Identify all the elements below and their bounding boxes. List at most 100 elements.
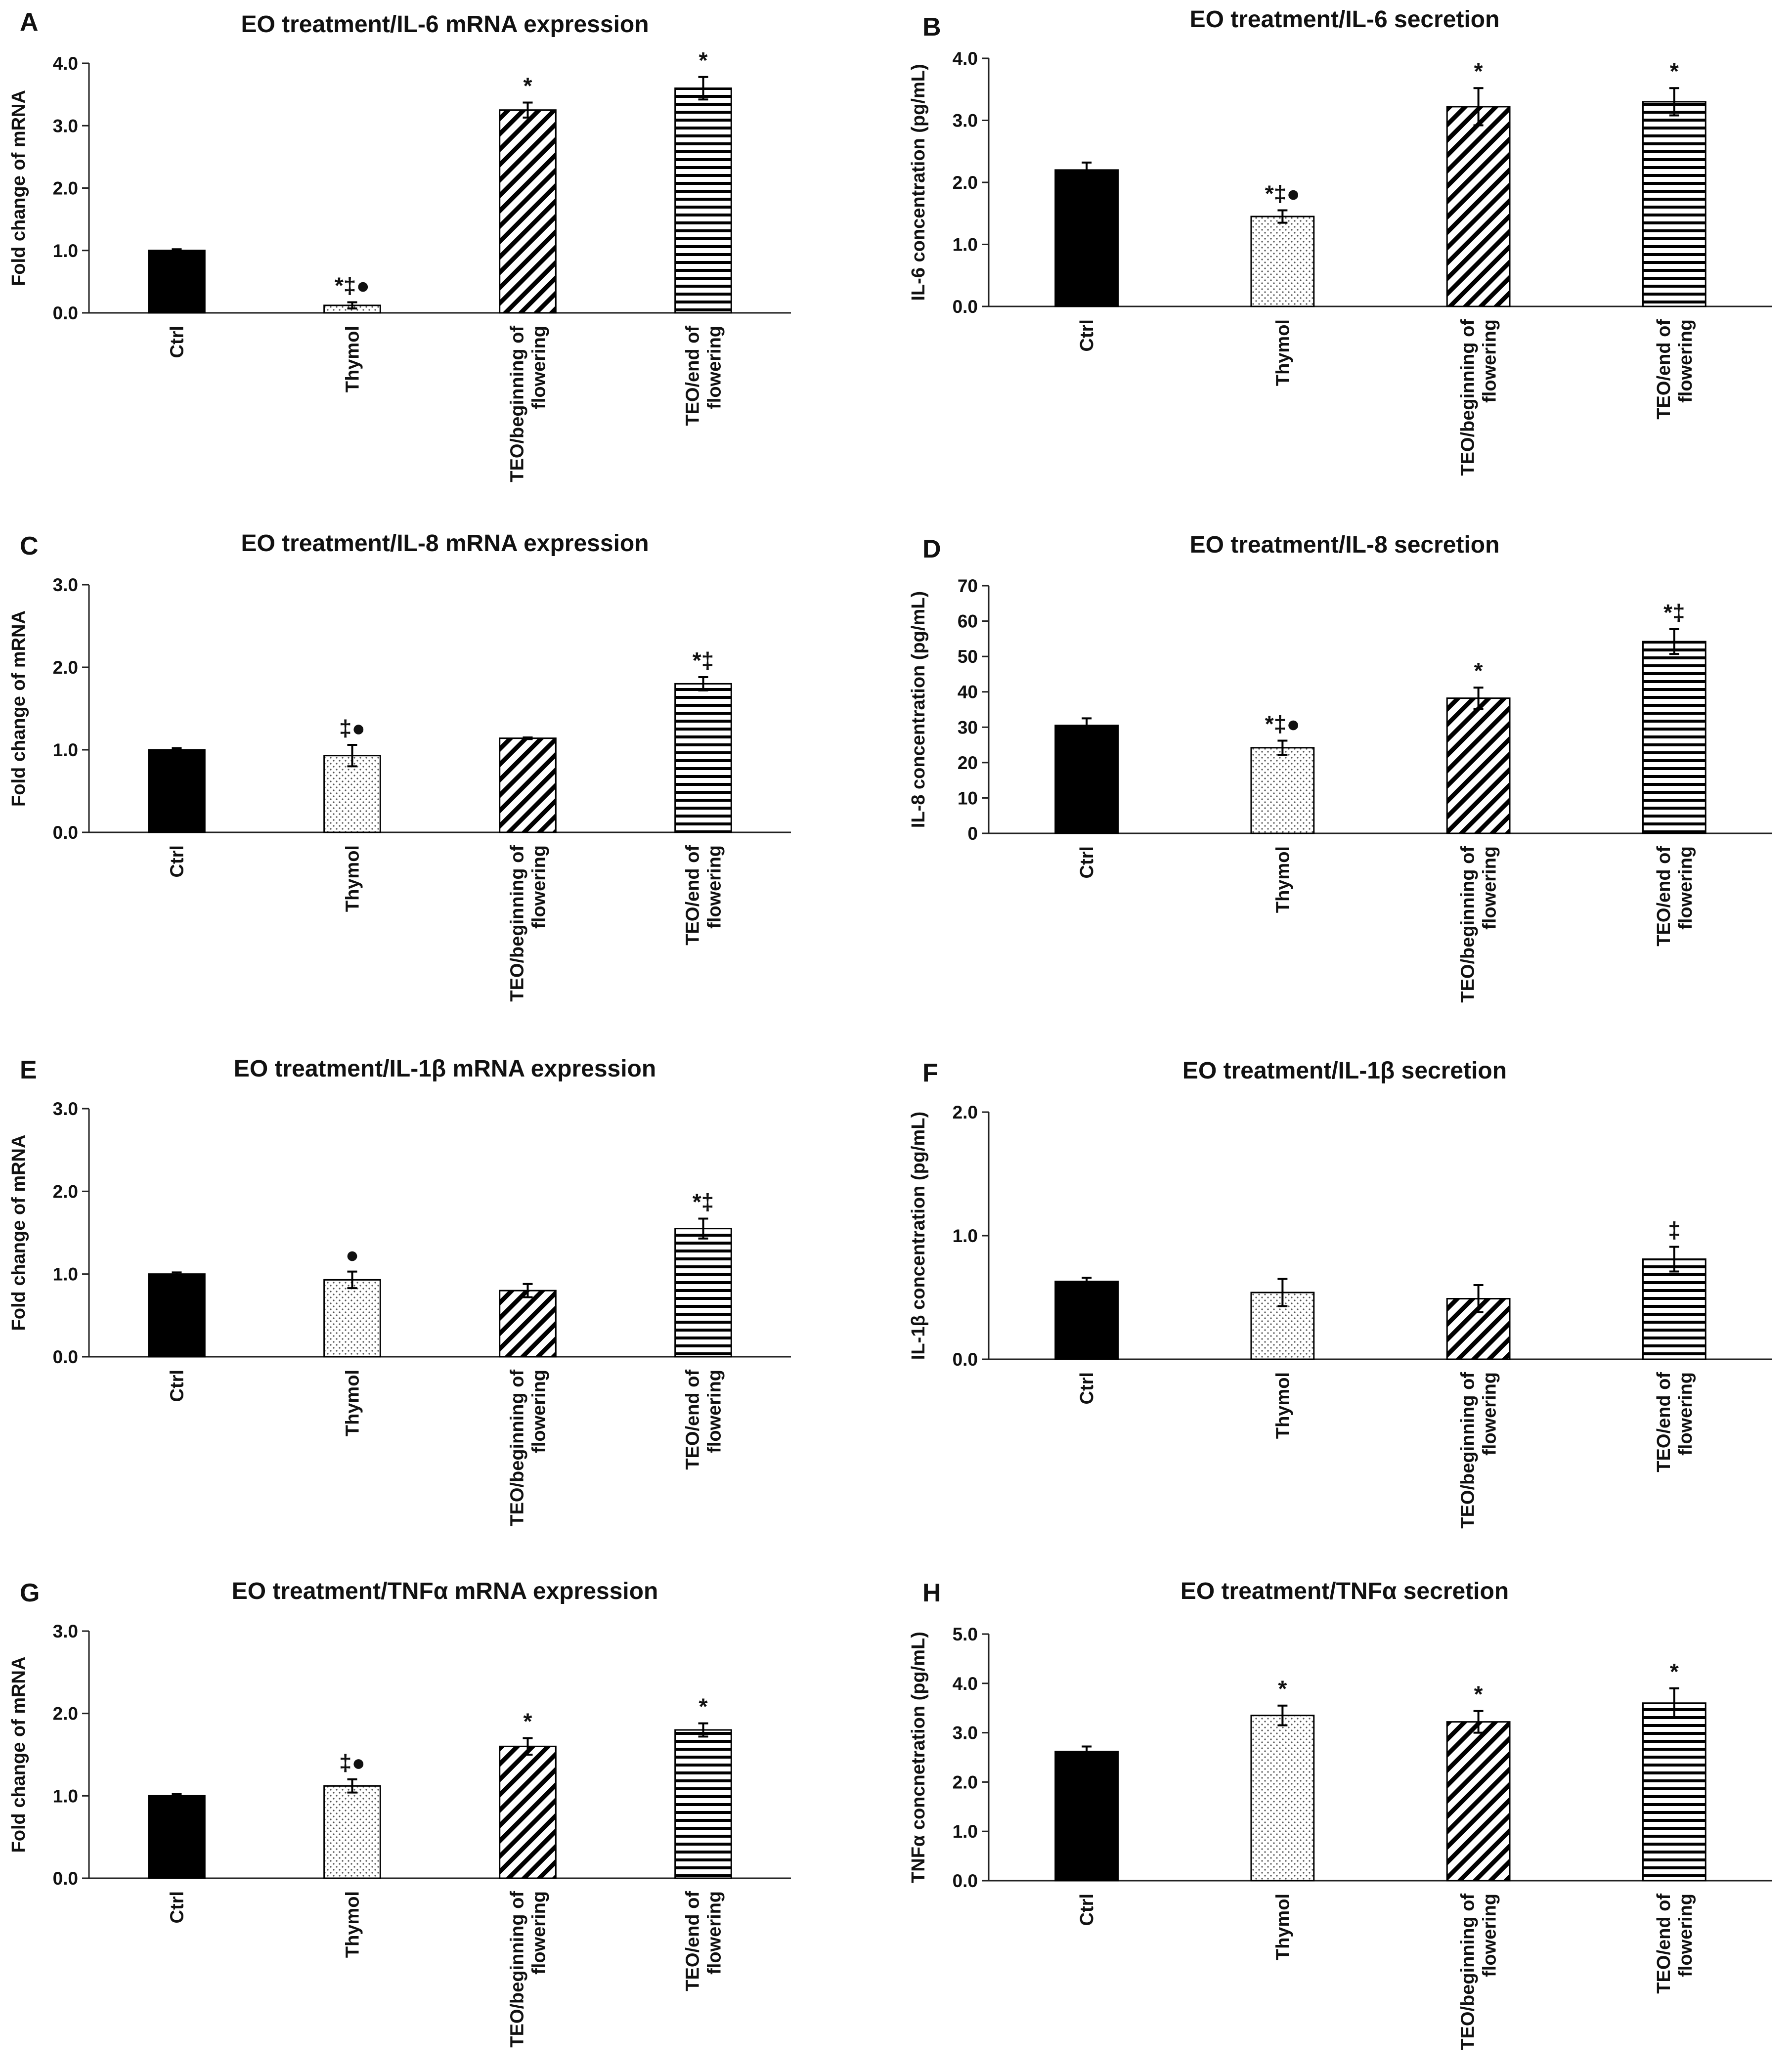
- significance-label: *: [1474, 658, 1483, 684]
- x-tick-label: Ctrl: [167, 326, 188, 358]
- bar: [323, 1785, 381, 1879]
- x-tick-label-line: Thymol: [343, 845, 363, 912]
- x-tick-label-line: flowering: [529, 326, 550, 409]
- panel-c: C EO treatment/IL-8 mRNA expression Fold c…: [8, 530, 791, 1002]
- significance-label: *‡●: [1265, 180, 1300, 206]
- x-tick-label: Ctrl: [167, 1891, 188, 1923]
- chart-title: EO treatment/IL-8 mRNA expression: [241, 530, 649, 557]
- x-tick-label-line: flowering: [529, 845, 550, 929]
- significance-label: ‡●: [339, 715, 365, 741]
- x-tick-label-line: flowering: [1480, 319, 1500, 403]
- y-tick-label: 4.0: [953, 48, 978, 69]
- y-tick-label: 1.0: [953, 1226, 978, 1246]
- bar: [148, 1795, 206, 1879]
- x-tick-label-line: flowering: [1480, 1894, 1500, 1977]
- x-tick-label-line: flowering: [1675, 1894, 1696, 1977]
- bar: [1642, 101, 1706, 307]
- panels-layer: A EO treatment/IL-6 mRNA expression Fold c…: [8, 6, 1772, 2050]
- bar: [1054, 169, 1119, 307]
- panel-e: E EO treatment/IL-1β mRNA expression Fold …: [8, 1056, 791, 1526]
- y-tick-label: 0: [967, 823, 978, 844]
- y-axis-label: IL-6 concentration (pg/mL): [908, 64, 929, 301]
- x-tick-label-line: TEO/end of: [1654, 319, 1674, 420]
- x-tick-label-line: Thymol: [1272, 846, 1293, 913]
- chart-title: EO treatment/IL-1β mRNA expression: [234, 1056, 656, 1082]
- y-tick-label: 0.0: [53, 1347, 78, 1367]
- y-tick-label: 3.0: [53, 575, 78, 595]
- x-tick-label: Thymol: [1272, 1372, 1293, 1439]
- panel-letter: G: [20, 1579, 40, 1607]
- x-tick-label: Ctrl: [1077, 1372, 1097, 1404]
- significance-label: *: [699, 1694, 708, 1720]
- y-tick-label: 10: [958, 788, 978, 808]
- x-tick-label-line: TEO/beginning of: [1458, 846, 1479, 1003]
- x-tick-label-line: TEO/beginning of: [1458, 1372, 1479, 1529]
- bar: [499, 109, 557, 314]
- bar: [1250, 216, 1315, 307]
- x-tick-label-line: flowering: [1480, 846, 1500, 930]
- y-tick-label: 3.0: [53, 1621, 78, 1641]
- x-tick-label: TEO/beginning of flowering: [507, 1891, 550, 2048]
- y-tick-label: 2.0: [953, 172, 978, 193]
- x-tick-label-line: TEO/end of: [683, 1370, 703, 1470]
- x-tick-label: TEO/beginning of flowering: [507, 1370, 550, 1526]
- x-tick-label-line: Ctrl: [167, 1891, 188, 1923]
- bar: [148, 749, 206, 833]
- x-tick-label-line: TEO/beginning of: [1458, 319, 1479, 476]
- y-tick-label: 2.0: [953, 1102, 978, 1122]
- chart-title: EO treatment/IL-8 secretion: [1190, 532, 1500, 558]
- x-tick-label-line: TEO/end of: [683, 845, 703, 946]
- significance-label: *‡●: [335, 273, 370, 299]
- y-tick-label: 0.0: [53, 822, 78, 843]
- y-tick-label: 5.0: [953, 1624, 978, 1644]
- y-tick-label: 70: [958, 576, 978, 596]
- significance-label: *: [524, 1709, 532, 1734]
- x-tick-label-line: Ctrl: [1077, 1894, 1097, 1926]
- x-tick-label-line: Thymol: [343, 326, 363, 392]
- bar: [1446, 1721, 1511, 1882]
- x-tick-label-line: flowering: [1675, 319, 1696, 403]
- x-tick-label: Thymol: [1272, 1894, 1293, 1960]
- x-tick-label-line: Ctrl: [1077, 1372, 1097, 1404]
- y-axis-label: Fold change of mRNA: [8, 1135, 29, 1331]
- y-tick-label: 30: [958, 717, 978, 737]
- y-tick-label: 50: [958, 647, 978, 667]
- y-tick-label: 0.0: [953, 297, 978, 317]
- x-tick-label: TEO/end of flowering: [683, 326, 725, 426]
- significance-label: *: [1670, 1659, 1679, 1684]
- x-tick-label: Thymol: [343, 326, 363, 392]
- y-tick-label: 3.0: [53, 1099, 78, 1119]
- bar: [323, 755, 381, 833]
- y-tick-label: 1.0: [53, 1264, 78, 1285]
- x-tick-label-line: TEO/beginning of: [1458, 1894, 1479, 2050]
- x-tick-label: TEO/end of flowering: [683, 1891, 725, 1991]
- panel-g: G EO treatment/TNFα mRNA expression Fold c…: [8, 1578, 791, 2048]
- bar: [499, 737, 557, 833]
- x-tick-label-line: Ctrl: [167, 326, 188, 358]
- panel-h: H EO treatment/TNFα secretion TNFα concnet…: [908, 1578, 1772, 2050]
- bar: [674, 1228, 732, 1358]
- significance-label: *‡●: [1265, 711, 1300, 736]
- x-tick-label-line: TEO/end of: [683, 326, 703, 426]
- bar: [1446, 697, 1511, 834]
- significance-label: *‡: [693, 1189, 714, 1215]
- significance-label: *: [524, 73, 532, 99]
- y-tick-label: 3.0: [53, 116, 78, 136]
- y-tick-label: 1.0: [953, 1821, 978, 1842]
- x-tick-label-line: flowering: [1480, 1372, 1500, 1456]
- x-tick-label: Thymol: [1272, 319, 1293, 386]
- bar: [1446, 106, 1511, 307]
- bar: [1250, 1715, 1315, 1882]
- bar: [1642, 1702, 1706, 1882]
- x-tick-label: Ctrl: [167, 1370, 188, 1402]
- y-tick-label: 1.0: [53, 740, 78, 760]
- x-tick-label-line: TEO/end of: [683, 1891, 703, 1991]
- x-tick-label-line: Thymol: [1272, 319, 1293, 386]
- x-tick-label-line: TEO/beginning of: [507, 1370, 528, 1526]
- y-axis-label: IL-1β concentration (pg/mL): [908, 1112, 929, 1360]
- x-tick-label-line: flowering: [704, 845, 725, 929]
- y-axis-label: TNFα concnetration (pg/mL): [908, 1632, 929, 1883]
- x-tick-label: TEO/end of flowering: [1654, 319, 1696, 420]
- y-tick-label: 1.0: [53, 1786, 78, 1806]
- x-tick-label-line: flowering: [704, 1370, 725, 1453]
